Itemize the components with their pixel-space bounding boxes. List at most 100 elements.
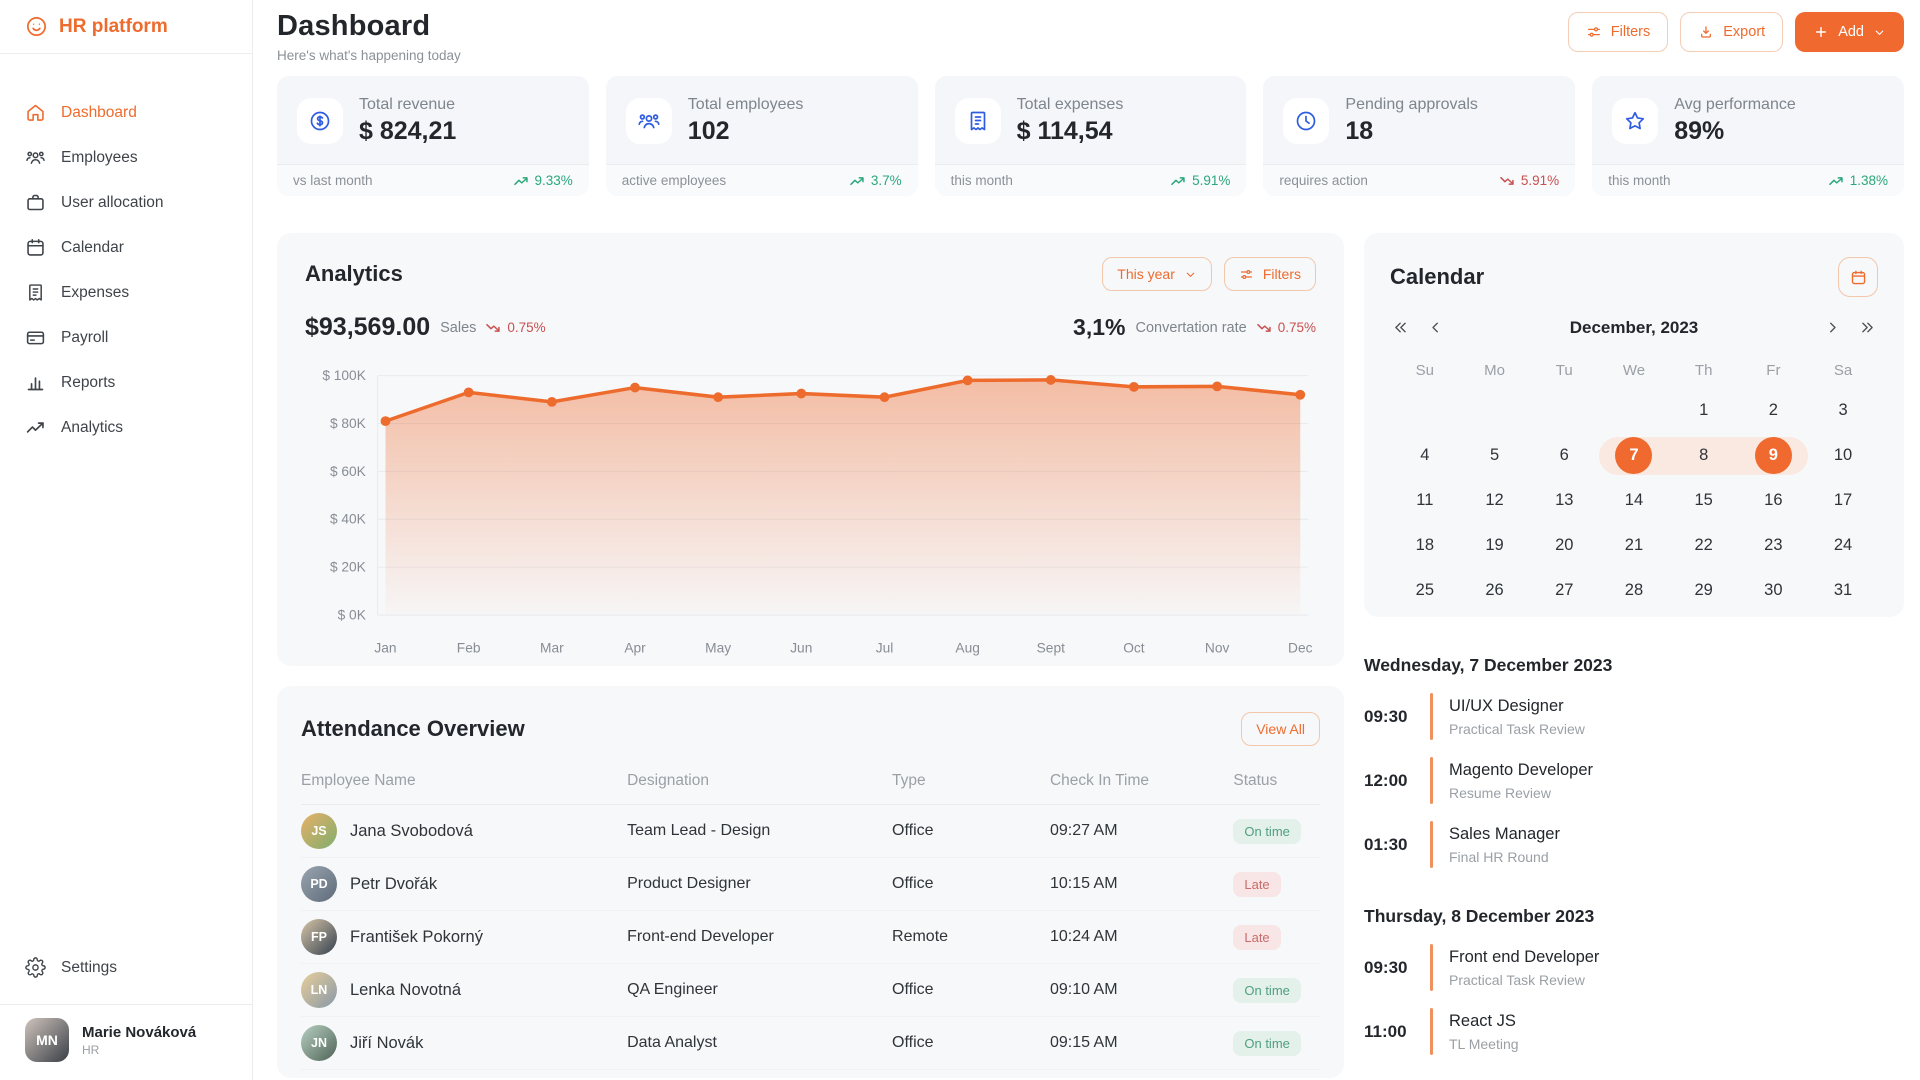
status-badge: On time <box>1233 1030 1301 1056</box>
calendar-next-month-button[interactable] <box>1822 317 1843 338</box>
status-cell: Late <box>1233 924 1320 950</box>
check-in-cell: 10:24 AM <box>1049 928 1118 945</box>
calendar-day[interactable]: 23 <box>1739 523 1809 568</box>
calendar-day[interactable]: 15 <box>1669 478 1739 523</box>
schedule-event[interactable]: 11:00 React JS TL Meeting <box>1364 1008 1904 1055</box>
calendar-next-year-button[interactable] <box>1857 317 1878 338</box>
attendance-title: Attendance Overview <box>301 716 525 741</box>
calendar-day[interactable]: 24 <box>1808 523 1878 568</box>
user-profile[interactable]: MN Marie Nováková HR <box>0 1004 252 1080</box>
calendar-day[interactable]: 1 <box>1669 388 1739 433</box>
calendar-day[interactable]: 18 <box>1390 523 1460 568</box>
sidebar: HR platform Dashboard Employees User alloc… <box>0 0 253 1080</box>
stat-trend: 5.91% <box>1500 173 1559 188</box>
type-cell: Office <box>892 1034 934 1051</box>
sidebar-item-employees[interactable]: Employees <box>0 135 252 180</box>
calendar-day[interactable]: 22 <box>1669 523 1739 568</box>
employee-name: František Pokorný <box>350 927 483 946</box>
column-header: Designation <box>627 772 709 789</box>
calendar-view-button[interactable] <box>1838 257 1878 297</box>
stat-card-text: Total expenses $ 114,54 <box>1017 96 1124 146</box>
calendar-day[interactable]: 20 <box>1529 523 1599 568</box>
event-body: Sales Manager Final HR Round <box>1449 825 1560 865</box>
period-select[interactable]: This year <box>1102 257 1212 291</box>
sidebar-item-analytics[interactable]: Analytics <box>0 405 252 450</box>
check-in-cell: 10:15 AM <box>1049 875 1118 892</box>
sidebar-item-settings[interactable]: Settings <box>0 945 252 990</box>
calendar-day[interactable]: 5 <box>1460 433 1530 478</box>
calendar-day-empty <box>1529 388 1599 433</box>
calendar-day[interactable]: 14 <box>1599 478 1669 523</box>
calendar-day[interactable]: 29 <box>1669 568 1739 613</box>
filters-button[interactable]: Filters <box>1567 12 1669 52</box>
calendar-day[interactable]: 16 <box>1739 478 1809 523</box>
calendar-day[interactable]: 17 <box>1808 478 1878 523</box>
calendar-day[interactable]: 10 <box>1808 433 1878 478</box>
calendar-day[interactable]: 27 <box>1529 568 1599 613</box>
stat-icon-wrap <box>954 98 1001 144</box>
calendar-day[interactable]: 31 <box>1808 568 1878 613</box>
schedule-event[interactable]: 12:00 Magento Developer Resume Review <box>1364 757 1904 804</box>
designation-cell: Team Lead - Design <box>627 822 771 839</box>
day-header: Su <box>1415 361 1435 379</box>
sidebar-item-label: User allocation <box>61 193 164 211</box>
calendar-day[interactable]: 13 <box>1529 478 1599 523</box>
stat-card-footer: active employees 3.7% <box>605 164 918 196</box>
sidebar-item-reports[interactable]: Reports <box>0 360 252 405</box>
table-row[interactable]: FP František Pokorný Front-end Developer Re… <box>301 911 1320 964</box>
calendar-day[interactable]: 21 <box>1599 523 1669 568</box>
calendar-day[interactable]: 28 <box>1599 568 1669 613</box>
day-number: 21 <box>1624 536 1644 554</box>
calendar-day[interactable]: 19 <box>1460 523 1530 568</box>
day-number: 6 <box>1559 446 1569 464</box>
user-name: Marie Nováková <box>82 1023 197 1041</box>
users-icon <box>637 109 661 133</box>
day-number: 13 <box>1555 491 1574 509</box>
add-button[interactable]: Add <box>1795 12 1904 52</box>
event-subtitle: Final HR Round <box>1449 848 1549 865</box>
calendar-prev-month-button[interactable] <box>1425 317 1446 338</box>
calendar-day[interactable]: 11 <box>1390 478 1460 523</box>
calendar-day[interactable]: 6 <box>1529 433 1599 478</box>
calendar-day[interactable]: 4 <box>1390 433 1460 478</box>
schedule-event[interactable]: 09:30 Front end Developer Practical Task R… <box>1364 944 1904 991</box>
calendar-day[interactable]: 12 <box>1460 478 1530 523</box>
analytics-filters-button[interactable]: Filters <box>1223 257 1316 291</box>
calendar-day-empty <box>1599 388 1669 433</box>
table-row[interactable]: JS Jana Svobodová Team Lead - Design Office… <box>301 805 1320 858</box>
sidebar-item-label: Payroll <box>61 328 109 346</box>
employee: LN Lenka Novotná <box>301 972 627 1008</box>
table-row[interactable]: JN Jiří Novák Data Analyst Office 09:15 AM On… <box>301 1017 1320 1070</box>
table-row[interactable]: PD Petr Dvořák Product Designer Office 10:15… <box>301 858 1320 911</box>
calendar-day[interactable]: 2 <box>1739 388 1809 433</box>
export-button[interactable]: Export <box>1680 12 1784 52</box>
stat-value: $ 114,54 <box>1016 117 1113 145</box>
calendar-prev-year-button[interactable] <box>1390 317 1411 338</box>
stat-card-footer: this month 1.38% <box>1592 164 1904 196</box>
stat-card-footer: this month 5.91% <box>934 164 1247 196</box>
stat-card-total-revenue: Total revenue $ 824,21 vs last month 9.33% <box>277 76 589 196</box>
trend-value: 5.91% <box>1192 173 1231 188</box>
calendar-day[interactable]: 26 <box>1460 568 1530 613</box>
analytics-panel: Analytics This year <box>277 233 1344 666</box>
sidebar-item-expenses[interactable]: Expenses <box>0 270 252 315</box>
analytics-header: Analytics This year <box>305 257 1316 291</box>
svg-text:Apr: Apr <box>624 640 646 655</box>
sidebar-item-payroll[interactable]: Payroll <box>0 315 252 360</box>
calendar-day[interactable]: 7 <box>1599 433 1669 478</box>
schedule-event[interactable]: 01:30 Sales Manager Final HR Round <box>1364 821 1904 868</box>
table-row[interactable]: LN Lenka Novotná QA Engineer Office 09:10 AM… <box>301 964 1320 1017</box>
calendar-day[interactable]: 9 <box>1738 433 1809 478</box>
calendar-day[interactable]: 30 <box>1739 568 1809 613</box>
calendar-day[interactable]: 25 <box>1390 568 1460 613</box>
chevron-down-icon <box>1873 26 1886 39</box>
sidebar-item-dashboard[interactable]: Dashboard <box>0 90 252 135</box>
sidebar-item-user-allocation[interactable]: User allocation <box>0 180 252 225</box>
sidebar-item-calendar[interactable]: Calendar <box>0 225 252 270</box>
schedule-event[interactable]: 09:30 UI/UX Designer Practical Task Review <box>1364 693 1904 740</box>
calendar-day[interactable]: 3 <box>1808 388 1878 433</box>
stat-footer-label: active employees <box>621 173 727 188</box>
svg-text:Jul: Jul <box>876 640 894 655</box>
calendar-day[interactable]: 8 <box>1668 433 1739 478</box>
view-all-button[interactable]: View All <box>1241 712 1320 746</box>
